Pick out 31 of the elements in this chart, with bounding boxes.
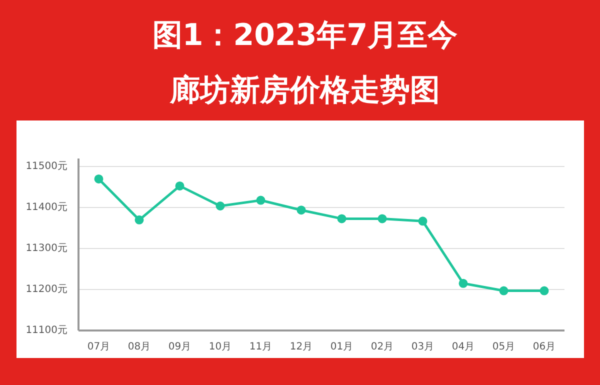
y-tick-label: 11100元 — [26, 325, 68, 336]
x-tick-label: 02月 — [370, 342, 394, 352]
x-tick-label: 10月 — [208, 342, 232, 352]
point — [216, 202, 225, 210]
x-tick-label: 08月 — [128, 342, 151, 352]
point — [540, 286, 549, 296]
point — [256, 196, 266, 205]
point — [296, 206, 306, 215]
y-tick-label: 11500元 — [26, 161, 68, 172]
x-tick-label: 09月 — [168, 342, 192, 352]
y-tick-label: 11200元 — [26, 284, 68, 296]
point — [499, 286, 508, 296]
x-tick-label: 03月 — [411, 342, 434, 352]
y-tick-label: 11400元 — [26, 202, 68, 214]
point — [337, 214, 346, 224]
point — [175, 181, 184, 190]
x-tick-label: 11月 — [249, 342, 272, 352]
point — [418, 216, 428, 226]
x-tick-label: 07月 — [87, 342, 110, 352]
chart-subtitle: 廊坊新房价格走势图 — [170, 72, 440, 110]
point — [458, 278, 468, 288]
point — [378, 214, 387, 224]
x-tick-label: 05月 — [492, 342, 516, 352]
x-tick-label: 04月 — [452, 342, 475, 352]
x-tick-label: 01月 — [330, 342, 354, 352]
point — [134, 215, 144, 224]
x-tick-label: 06月 — [532, 342, 556, 352]
point — [94, 174, 104, 184]
x-tick-label: 12月 — [290, 342, 313, 352]
y-tick-label: 11300元 — [26, 243, 68, 254]
chart-title: 图1：2023年7月至今 — [152, 17, 458, 55]
